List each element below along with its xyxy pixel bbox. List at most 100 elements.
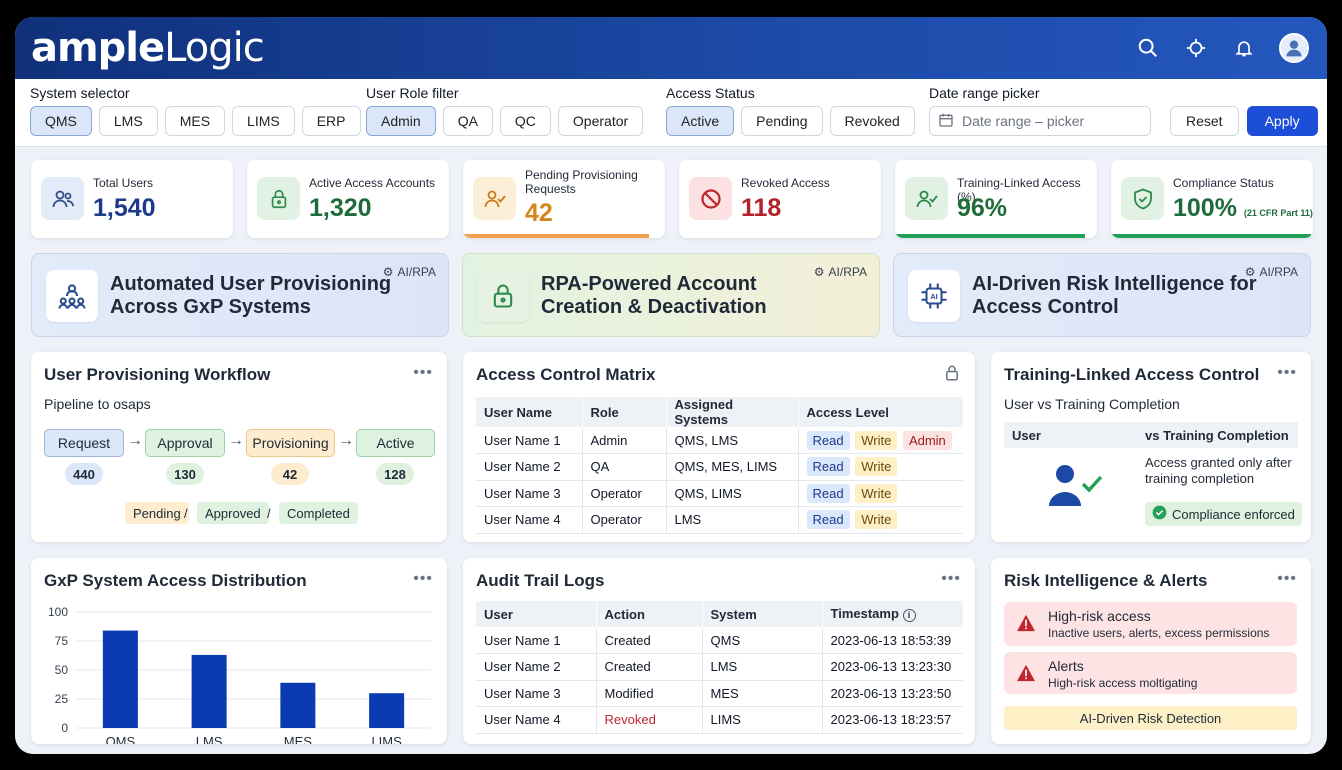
stat-pending-requests: Pending Provisioning Requests 42 — [463, 160, 665, 238]
cell-role: Operator — [582, 480, 667, 507]
date-range-picker: Date range picker Date range – picker — [929, 85, 1151, 136]
cell-timestamp: 2023-06-13 18:53:39 — [822, 627, 963, 654]
stat-compliance-status: Compliance Status 100% (21 CFR Part 11) — [1111, 160, 1313, 238]
stat-accent-bar — [895, 234, 1085, 238]
cell-user: User Name 3 — [476, 680, 597, 707]
ban-icon — [689, 177, 732, 220]
workflow-step-provisioning[interactable]: Provisioning — [246, 429, 335, 457]
reset-button[interactable]: Reset — [1170, 106, 1239, 136]
info-icon[interactable]: i — [902, 608, 916, 622]
alert-high-risk[interactable]: High-risk access Inactive users, alerts,… — [1004, 602, 1297, 646]
gear-icon: ⚙ — [1244, 265, 1256, 279]
bar-lms[interactable] — [191, 654, 227, 728]
system-selector-label: System selector — [30, 85, 130, 101]
legend-separator: / — [267, 505, 271, 521]
check-circle-icon — [1152, 505, 1167, 523]
cell-user: User Name 4 — [476, 506, 583, 534]
panel-title: Training-Linked Access Control — [1004, 365, 1260, 384]
date-range-input[interactable]: Date range – picker — [929, 106, 1151, 136]
bar-mes[interactable] — [280, 682, 316, 728]
system-chip-qms[interactable]: QMS — [30, 106, 92, 136]
feature-auto-provisioning: Automated User Provisioning Across GxP S… — [31, 253, 449, 337]
workflow-count: 42 — [271, 463, 309, 485]
x-tick-label: LIMS — [371, 734, 402, 744]
role-chip-admin[interactable]: Admin — [366, 106, 436, 136]
table-row[interactable]: User Name 2 QA QMS, MES, LIMS Read Write — [476, 453, 963, 481]
table-row[interactable]: User Name 3 Operator QMS, LIMS Read Writ… — [476, 480, 963, 507]
cell-system: MES — [702, 680, 823, 707]
more-menu-icon[interactable]: ••• — [1277, 364, 1297, 381]
top-bar: ampleLogic — [15, 17, 1327, 79]
bar-chart: 0 25 50 75 100 QMS LMS MES LIMS — [48, 605, 431, 744]
table-row[interactable]: User Name 1 Created QMS 2023-06-13 18:53… — [476, 627, 963, 654]
system-chip-lms[interactable]: LMS — [98, 106, 158, 136]
cell-systems: QMS, LIMS — [666, 480, 799, 507]
cell-system: LMS — [702, 653, 823, 681]
role-chip-qc[interactable]: QC — [499, 106, 551, 136]
cell-action-revoked: Revoked — [596, 706, 703, 734]
workflow-count: 440 — [65, 463, 103, 485]
table-row[interactable]: User Name 3 Modified MES 2023-06-13 13:2… — [476, 680, 963, 707]
settings-icon[interactable] — [1183, 35, 1209, 61]
training-table-header: User vs Training Completion — [1004, 422, 1298, 448]
more-menu-icon[interactable]: ••• — [413, 364, 433, 381]
stat-accent-bar — [463, 234, 649, 238]
warning-icon — [1016, 664, 1036, 687]
lock-icon[interactable] — [943, 363, 961, 388]
users-check-icon — [905, 177, 948, 220]
table-row[interactable]: User Name 1 Admin QMS, LMS Read Write Ad… — [476, 427, 963, 454]
svg-text:AI: AI — [930, 292, 938, 301]
stat-value: 96% — [957, 194, 1008, 222]
bell-icon[interactable] — [1231, 35, 1257, 61]
system-chip-lims[interactable]: LIMS — [232, 106, 295, 136]
workflow-step-approval[interactable]: Approval — [145, 429, 225, 457]
apply-button[interactable]: Apply — [1246, 106, 1318, 136]
col-action: Action — [596, 601, 703, 627]
cell-user: User Name 1 — [476, 627, 597, 654]
workflow-step-request[interactable]: Request — [44, 429, 124, 457]
status-chip-revoked[interactable]: Revoked — [829, 106, 915, 136]
ai-risk-detection-banner[interactable]: AI-Driven Risk Detection — [1004, 706, 1297, 730]
bar-lims[interactable] — [369, 693, 405, 728]
role-chip-qa[interactable]: QA — [442, 106, 493, 136]
date-range-label: Date range picker — [929, 85, 1040, 101]
stat-label: Pending Provisioning Requests — [525, 168, 638, 196]
cell-system: LIMS — [702, 706, 823, 734]
cell-access-level: Read Write — [798, 506, 963, 534]
user-check-icon — [1047, 462, 1105, 515]
alert-general[interactable]: Alerts High-risk access moltigating — [1004, 652, 1297, 694]
lock-icon — [477, 270, 529, 322]
user-avatar-icon[interactable] — [1279, 33, 1309, 63]
table-row[interactable]: User Name 2 Created LMS 2023-06-13 13:23… — [476, 653, 963, 681]
filter-bar: System selector QMS LMS MES LIMS ERP Use… — [15, 79, 1327, 147]
audit-panel: Audit Trail Logs ••• User Action System … — [463, 558, 975, 744]
alert-description: Inactive users, alerts, excess permissio… — [1048, 626, 1270, 640]
risk-panel: Risk Intelligence & Alerts ••• High-risk… — [991, 558, 1311, 744]
cell-system: QMS — [702, 627, 823, 654]
app-window: ampleLogic System selector QMS LMS MES — [15, 17, 1327, 754]
cell-role: Admin — [582, 427, 667, 454]
col-access-level: Access Level — [798, 397, 963, 427]
legend-pending: Pending — [125, 502, 189, 524]
system-chip-mes[interactable]: MES — [164, 106, 226, 136]
badge-write: Write — [855, 510, 898, 530]
more-menu-icon[interactable]: ••• — [1277, 570, 1297, 587]
system-chip-erp[interactable]: ERP — [301, 106, 361, 136]
role-filter-label: User Role filter — [366, 85, 459, 101]
status-chip-active[interactable]: Active — [666, 106, 735, 136]
cell-user: User Name 1 — [476, 427, 583, 454]
table-row[interactable]: User Name 4 Operator LMS Read Write — [476, 506, 963, 534]
role-chip-operator[interactable]: Operator — [557, 106, 644, 136]
more-menu-icon[interactable]: ••• — [941, 570, 961, 587]
y-tick-label: 100 — [48, 605, 68, 619]
alert-title: Alerts — [1048, 658, 1084, 674]
workflow-step-active[interactable]: Active — [356, 429, 435, 457]
table-row[interactable]: User Name 4 Revoked LIMS 2023-06-13 18:2… — [476, 706, 963, 734]
more-menu-icon[interactable]: ••• — [413, 570, 433, 587]
badge-read: Read — [806, 510, 850, 530]
cell-systems: QMS, LMS — [666, 427, 799, 454]
status-chip-pending[interactable]: Pending — [741, 106, 823, 136]
search-icon[interactable] — [1135, 35, 1161, 61]
bar-qms[interactable] — [102, 630, 138, 728]
stat-value: 1,320 — [309, 194, 372, 222]
